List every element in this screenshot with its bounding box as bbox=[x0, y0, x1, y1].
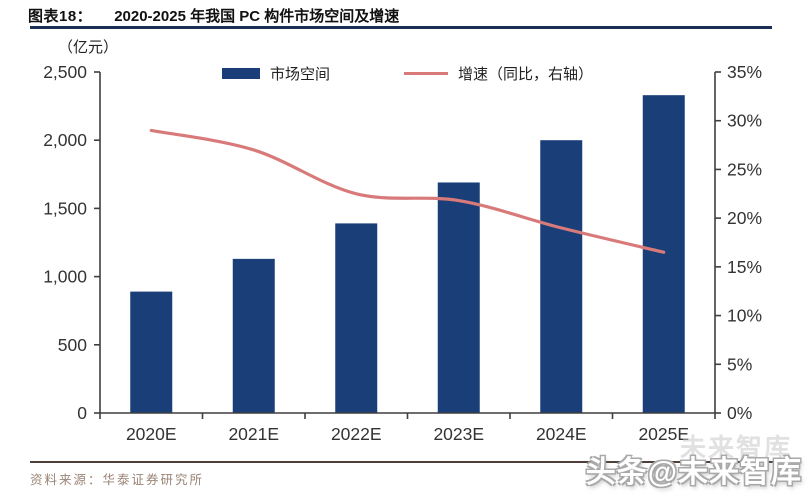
watermark-echo-text: 未来智库 bbox=[679, 433, 792, 463]
left-axis-tick-label: 1,500 bbox=[43, 198, 87, 218]
chart-legend: 市场空间 增速（同比，右轴） bbox=[100, 63, 715, 84]
watermark-text: 头条@未来智库 bbox=[585, 456, 802, 489]
growth-rate-line bbox=[149, 128, 666, 254]
right-axis-tick-label: 20% bbox=[727, 208, 762, 228]
legend-label-market-space: 市场空间 bbox=[269, 66, 330, 83]
figure-number: 图表18： bbox=[28, 8, 93, 25]
right-axis-tick-label: 25% bbox=[727, 159, 762, 179]
source-note: 资料来源：华泰证券研究所 bbox=[30, 473, 205, 487]
right-axis-tick-label: 0% bbox=[727, 403, 752, 423]
bar-2025E bbox=[642, 95, 685, 414]
bar-2021E bbox=[232, 258, 275, 413]
figure-caption: 图表18： 2020-2025 年我国 PC 构件市场空间及增速 bbox=[28, 5, 399, 26]
left-axis-tick-label: 2,000 bbox=[43, 130, 87, 150]
x-axis-category-label: 2023E bbox=[433, 424, 484, 444]
footer-divider bbox=[30, 461, 778, 463]
bar-2023E bbox=[437, 182, 480, 413]
right-axis-tick-label: 15% bbox=[727, 257, 762, 277]
right-axis-tick-label: 35% bbox=[727, 62, 762, 82]
left-axis-tick-label: 0 bbox=[77, 403, 87, 423]
x-axis-category-label: 2024E bbox=[536, 424, 587, 444]
legend-item-growth: 增速（同比，右轴） bbox=[404, 63, 593, 84]
x-axis-category-label: 2021E bbox=[228, 424, 279, 444]
right-axis-tick-label: 10% bbox=[727, 306, 762, 326]
line-series-swatch bbox=[404, 72, 448, 75]
bar-series-swatch bbox=[221, 68, 260, 79]
x-axis-category-label: 2022E bbox=[331, 424, 382, 444]
x-axis-category-label: 2025E bbox=[638, 424, 689, 444]
left-axis-unit-label: （亿元） bbox=[58, 39, 118, 56]
left-axis-tick-label: 2,500 bbox=[43, 62, 87, 82]
caption-underline bbox=[30, 26, 772, 29]
right-axis-tick-label: 30% bbox=[727, 111, 762, 131]
x-axis-category-label: 2020E bbox=[126, 424, 177, 444]
figure-title: 2020-2025 年我国 PC 构件市场空间及增速 bbox=[114, 8, 400, 25]
left-axis-tick-label: 1,000 bbox=[43, 267, 87, 287]
bar-2024E bbox=[540, 140, 583, 413]
right-axis-tick-label: 5% bbox=[727, 354, 752, 374]
bar-2020E bbox=[130, 291, 173, 413]
legend-item-market-space: 市场空间 bbox=[221, 63, 330, 84]
bar-2022E bbox=[335, 223, 378, 413]
legend-label-growth: 增速（同比，右轴） bbox=[458, 66, 594, 83]
left-axis-tick-label: 500 bbox=[58, 335, 87, 355]
